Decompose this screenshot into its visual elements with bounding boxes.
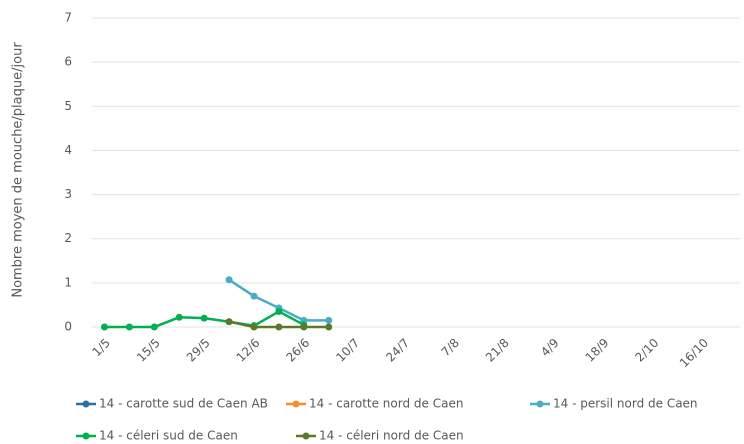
y-axis-label: Nombre moyen de mouche/plaque/jour xyxy=(11,42,26,298)
series-point xyxy=(225,318,233,326)
legend-marker xyxy=(82,432,90,440)
legend-marker xyxy=(292,400,300,408)
legend-item: 14 - céleri sud de Caen xyxy=(76,429,238,443)
legend-item: 14 - carotte nord de Caen xyxy=(286,397,463,411)
series-point xyxy=(275,323,283,331)
legend-item: 14 - céleri nord de Caen xyxy=(296,429,464,443)
y-tick-label: 3 xyxy=(64,187,72,201)
y-tick-label: 5 xyxy=(64,99,72,113)
x-tick-label: 12/6 xyxy=(234,336,263,365)
series-point xyxy=(300,323,308,331)
series-point xyxy=(150,323,158,331)
x-tick-label: 29/5 xyxy=(184,336,213,365)
series-point xyxy=(250,323,258,331)
y-tick-label: 4 xyxy=(64,143,72,157)
y-tick-label: 6 xyxy=(64,55,72,69)
x-tick-label: 21/8 xyxy=(483,336,512,365)
y-tick-label: 0 xyxy=(64,320,72,334)
series-point xyxy=(250,292,258,300)
legend-label: 14 - céleri sud de Caen xyxy=(99,429,238,443)
legend-marker xyxy=(82,400,90,408)
x-tick-label: 15/5 xyxy=(134,336,163,365)
series-point xyxy=(275,308,283,316)
legend-marker xyxy=(302,432,310,440)
legend-item: 14 - persil nord de Caen xyxy=(530,397,698,411)
series-point xyxy=(325,316,333,324)
series-point xyxy=(100,323,108,331)
x-tick-label: 10/7 xyxy=(333,336,362,365)
x-tick-label: 2/10 xyxy=(632,336,661,365)
x-tick-label: 1/5 xyxy=(90,336,114,360)
x-tick-label: 7/8 xyxy=(438,336,462,360)
legend-label: 14 - céleri nord de Caen xyxy=(319,429,464,443)
series-point xyxy=(175,313,183,321)
y-tick-label: 2 xyxy=(64,231,72,245)
legend-marker xyxy=(536,400,544,408)
series-point xyxy=(125,323,133,331)
x-tick-label: 24/7 xyxy=(383,336,412,365)
legend-label: 14 - carotte nord de Caen xyxy=(309,397,463,411)
x-tick-label: 4/9 xyxy=(538,336,562,360)
series-point xyxy=(225,276,233,284)
legend-item: 14 - carotte sud de Caen AB xyxy=(76,397,268,411)
legend-label: 14 - persil nord de Caen xyxy=(553,397,698,411)
x-tick-label: 18/9 xyxy=(583,336,612,365)
series-point xyxy=(200,314,208,322)
y-tick-label: 1 xyxy=(64,275,72,289)
x-tick-label: 26/6 xyxy=(283,336,312,365)
series-point xyxy=(325,323,333,331)
legend-label: 14 - carotte sud de Caen AB xyxy=(99,397,268,411)
x-tick-label: 16/10 xyxy=(677,336,711,370)
y-tick-label: 7 xyxy=(64,11,72,25)
